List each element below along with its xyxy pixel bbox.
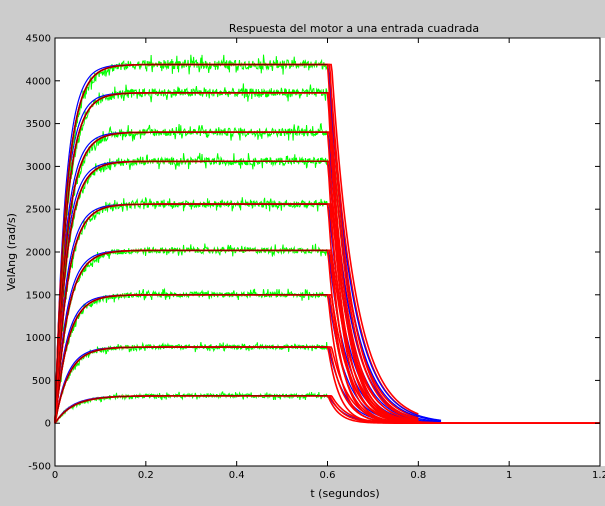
curves-layer bbox=[54, 54, 600, 424]
x-tick-label: 0.2 bbox=[138, 470, 154, 481]
y-tick-label: 4000 bbox=[26, 76, 51, 87]
model-overlay-line bbox=[54, 346, 328, 424]
y-tick-label: 0 bbox=[45, 419, 51, 430]
model-overlay-line bbox=[54, 64, 328, 424]
model-overlay-line bbox=[54, 249, 328, 424]
y-tick-label: 3500 bbox=[26, 119, 51, 130]
axes-layer: 0 0.2 0.4 0.6 0.8 1 1.2-5000500100015002000250… bbox=[26, 34, 605, 482]
x-axis-label: t (segundos) bbox=[310, 487, 379, 500]
y-axis-label: VelAng (rad/s) bbox=[5, 213, 18, 291]
series-group bbox=[54, 54, 600, 424]
chart-title: Respuesta del motor a una entrada cuadra… bbox=[229, 22, 479, 35]
x-tick-label: 0.4 bbox=[229, 470, 245, 481]
y-tick-label: 3000 bbox=[26, 162, 51, 173]
x-tick-label: 1.2 bbox=[592, 470, 605, 481]
model-overlay-line bbox=[54, 203, 328, 424]
y-tick-label: 1000 bbox=[26, 333, 51, 344]
y-tick-label: 500 bbox=[32, 376, 51, 387]
y-tick-label: -500 bbox=[28, 462, 51, 473]
measured-response-line bbox=[54, 341, 347, 424]
y-tick-label: 2000 bbox=[26, 248, 51, 259]
y-tick-label: 1500 bbox=[26, 290, 51, 301]
model-overlay-line bbox=[54, 92, 328, 424]
x-tick-label: 0 bbox=[52, 470, 58, 481]
y-tick-label: 4500 bbox=[26, 34, 51, 45]
model-overlay-line bbox=[54, 131, 328, 424]
measured-response-line bbox=[54, 54, 347, 424]
x-tick-label: 1 bbox=[506, 470, 512, 481]
model-overlay-line bbox=[54, 395, 328, 424]
model-overlay-line bbox=[54, 294, 328, 424]
series-group bbox=[54, 122, 600, 424]
x-tick-label: 0.6 bbox=[320, 470, 336, 481]
y-tick-label: 2500 bbox=[26, 205, 51, 216]
x-tick-label: 0.8 bbox=[410, 470, 426, 481]
model-overlay-line bbox=[54, 160, 328, 424]
measured-response-line bbox=[54, 122, 347, 424]
